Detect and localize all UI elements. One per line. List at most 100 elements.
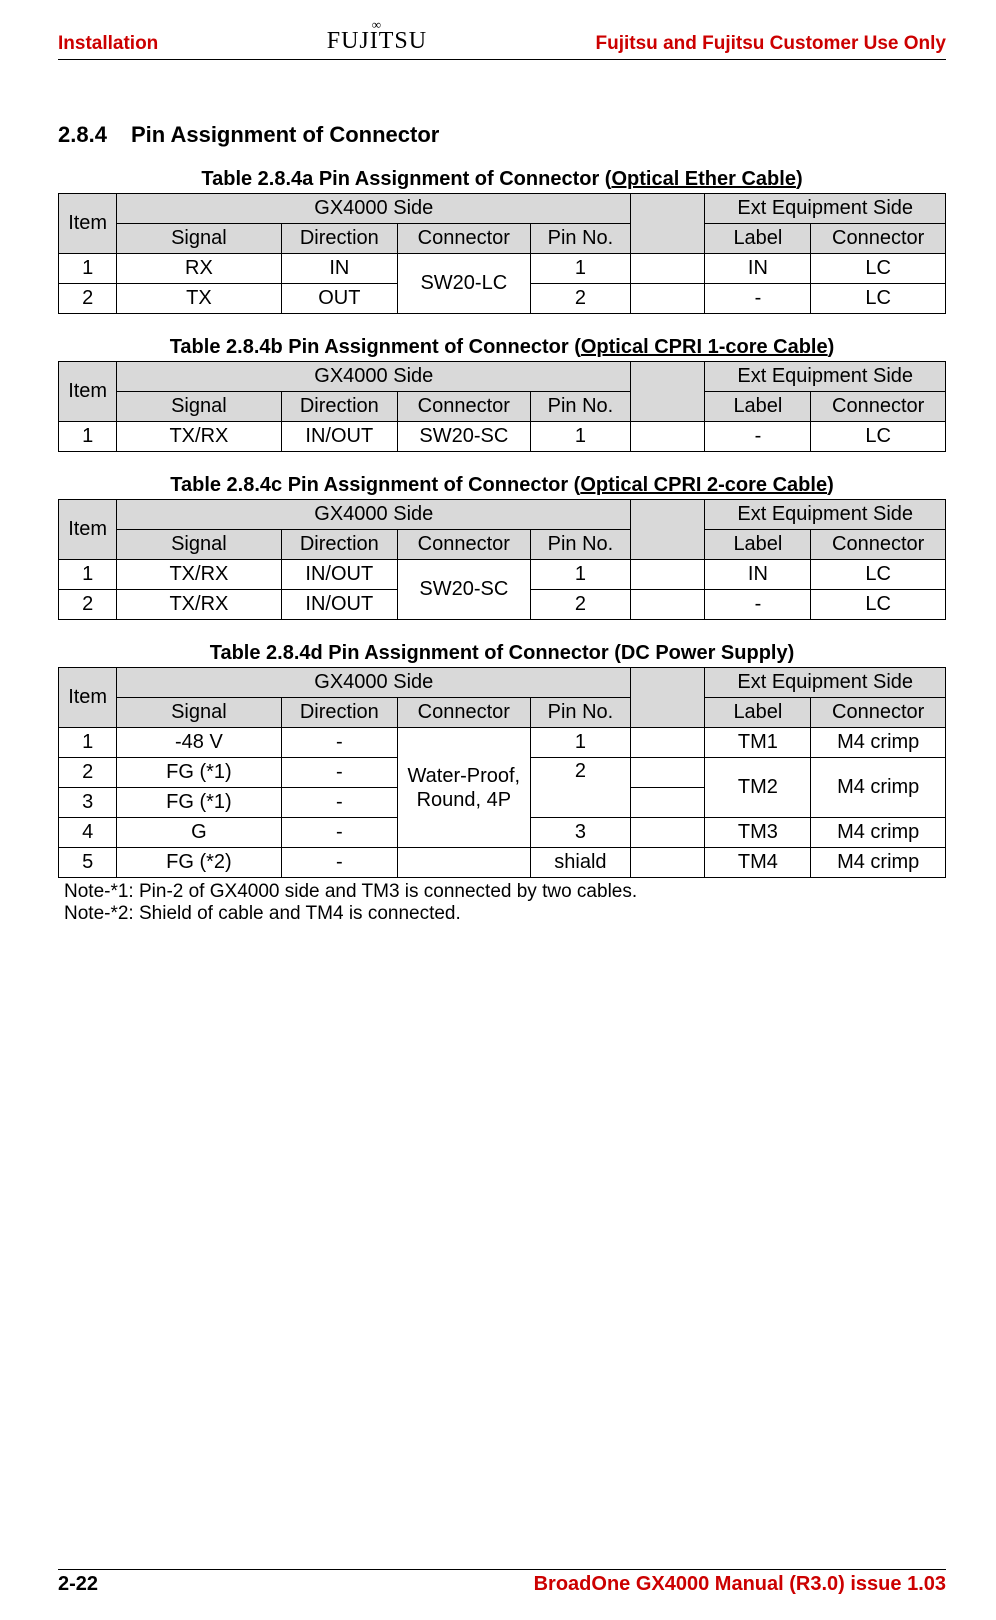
caption-c-u: Optical CPRI 2-core Cable: [580, 474, 827, 496]
caption-b-u: Optical CPRI 1-core Cable: [581, 336, 828, 358]
cell: 1: [59, 422, 117, 452]
caption-b-close: ): [828, 336, 835, 358]
caption-a-pre: Table 2.8.4a Pin Assignment of Connector…: [201, 168, 611, 190]
table-d: Item GX4000 Side Ext Equipment Side Sign…: [58, 667, 946, 878]
cell: [631, 848, 705, 878]
cell: IN/OUT: [281, 590, 398, 620]
cell: TX/RX: [117, 560, 281, 590]
cell: [631, 254, 705, 284]
cell: LC: [811, 560, 946, 590]
cell: TM3: [705, 818, 811, 848]
th-econnector: Connector: [811, 530, 946, 560]
th-gap: [631, 194, 705, 254]
cell: -48 V: [117, 728, 281, 758]
section-number: 2.8.4: [58, 122, 107, 148]
cell: SW20-LC: [398, 254, 530, 314]
cell: M4 crimp: [811, 758, 946, 818]
cell: 3: [530, 818, 631, 848]
th-gap: [631, 362, 705, 422]
cell: [631, 818, 705, 848]
th-item: Item: [59, 500, 117, 560]
cell: G: [117, 818, 281, 848]
th-item: Item: [59, 362, 117, 422]
cell: SW20-SC: [398, 422, 530, 452]
page-footer: 2-22 BroadOne GX4000 Manual (R3.0) issue…: [58, 1569, 946, 1596]
caption-a-close: ): [796, 168, 803, 190]
th-gx: GX4000 Side: [117, 500, 631, 530]
caption-c-close: ): [827, 474, 834, 496]
th-direction: Direction: [281, 698, 398, 728]
th-connector: Connector: [398, 698, 530, 728]
note-1: Note-*1: Pin-2 of GX4000 side and TM3 is…: [64, 880, 946, 904]
cell: TM4: [705, 848, 811, 878]
cell: [631, 788, 705, 818]
th-item: Item: [59, 194, 117, 254]
cell: [398, 848, 530, 878]
section-heading: 2.8.4Pin Assignment of Connector: [58, 122, 946, 148]
cell: IN: [281, 254, 398, 284]
table-row: 1 TX/RX IN/OUT SW20-SC 1 - LC: [59, 422, 946, 452]
cell: M4 crimp: [811, 818, 946, 848]
th-econnector: Connector: [811, 392, 946, 422]
th-item: Item: [59, 668, 117, 728]
cell: -: [281, 848, 398, 878]
th-econnector: Connector: [811, 698, 946, 728]
cell: IN: [705, 254, 811, 284]
cell: TM2: [705, 758, 811, 818]
cell: LC: [811, 590, 946, 620]
cell: [631, 590, 705, 620]
th-gap: [631, 500, 705, 560]
th-gx: GX4000 Side: [117, 194, 631, 224]
header-logo-wrap: ∞ FUJITSU: [158, 28, 595, 55]
cell: LC: [811, 422, 946, 452]
footer-doc-title: BroadOne GX4000 Manual (R3.0) issue 1.03: [534, 1573, 946, 1596]
footer-page-number: 2-22: [58, 1573, 98, 1596]
cell: -: [281, 818, 398, 848]
cell: FG (*1): [117, 788, 281, 818]
cell: OUT: [281, 284, 398, 314]
cell: -: [281, 728, 398, 758]
cell: TX/RX: [117, 590, 281, 620]
cell: M4 crimp: [811, 848, 946, 878]
cell: -: [281, 758, 398, 788]
caption-a-u: Optical Ether Cable: [611, 168, 796, 190]
note-2: Note-*2: Shield of cable and TM4 is conn…: [64, 902, 946, 926]
cell: 4: [59, 818, 117, 848]
header-left: Installation: [58, 33, 158, 55]
cell: IN/OUT: [281, 560, 398, 590]
cell: 1: [530, 422, 631, 452]
page: Installation ∞ FUJITSU Fujitsu and Fujit…: [0, 0, 996, 1620]
th-signal: Signal: [117, 392, 281, 422]
cell: 2: [530, 758, 631, 818]
th-connector: Connector: [398, 392, 530, 422]
caption-b-pre: Table 2.8.4b Pin Assignment of Connector…: [170, 336, 581, 358]
cell: 5: [59, 848, 117, 878]
cell: Water-Proof, Round, 4P: [398, 728, 530, 848]
table-b: Item GX4000 Side Ext Equipment Side Sign…: [58, 361, 946, 452]
th-gx: GX4000 Side: [117, 668, 631, 698]
cell: 2: [59, 758, 117, 788]
th-signal: Signal: [117, 698, 281, 728]
cell: [631, 284, 705, 314]
th-connector: Connector: [398, 224, 530, 254]
cell: [631, 758, 705, 788]
cell: 1: [530, 254, 631, 284]
th-ext: Ext Equipment Side: [705, 668, 946, 698]
th-connector: Connector: [398, 530, 530, 560]
cell: TX/RX: [117, 422, 281, 452]
header-right: Fujitsu and Fujitsu Customer Use Only: [596, 33, 946, 55]
cell: 1: [59, 728, 117, 758]
th-econnector: Connector: [811, 224, 946, 254]
caption-a: Table 2.8.4a Pin Assignment of Connector…: [58, 168, 946, 191]
cell: TM1: [705, 728, 811, 758]
cell: TX: [117, 284, 281, 314]
cell: M4 crimp: [811, 728, 946, 758]
th-signal: Signal: [117, 224, 281, 254]
page-header: Installation ∞ FUJITSU Fujitsu and Fujit…: [58, 28, 946, 60]
th-direction: Direction: [281, 224, 398, 254]
cell: LC: [811, 284, 946, 314]
cell: 2: [59, 284, 117, 314]
caption-c-pre: Table 2.8.4c Pin Assignment of Connector…: [170, 474, 580, 496]
th-gx: GX4000 Side: [117, 362, 631, 392]
cell: LC: [811, 254, 946, 284]
